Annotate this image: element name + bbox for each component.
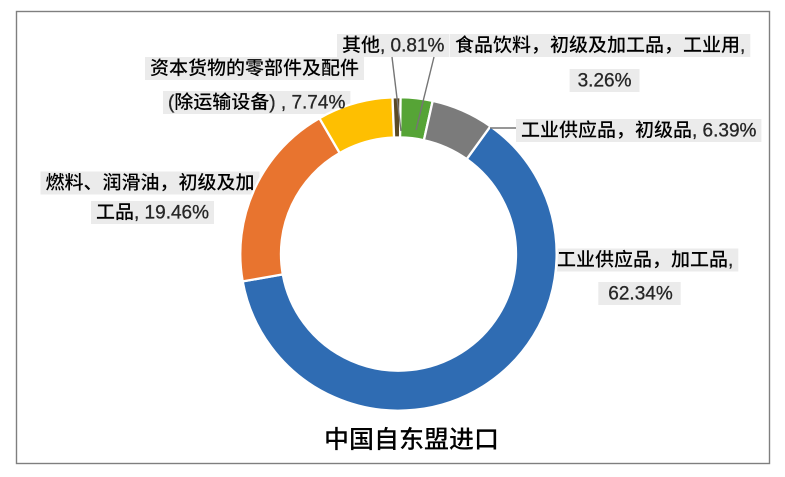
- svg-text:62.34%: 62.34%: [608, 284, 673, 305]
- svg-text:,: ,: [740, 36, 745, 57]
- svg-text:, 6.39%: , 6.39%: [692, 121, 757, 142]
- svg-text:(: (: [168, 93, 175, 114]
- svg-text:3.26%: 3.26%: [578, 71, 632, 92]
- svg-text:, 0.81%: , 0.81%: [380, 36, 445, 57]
- svg-text:, 19.46%: , 19.46%: [134, 203, 209, 224]
- svg-text:,: ,: [728, 250, 733, 271]
- svg-text:) , 7.74%: ) , 7.74%: [269, 93, 345, 114]
